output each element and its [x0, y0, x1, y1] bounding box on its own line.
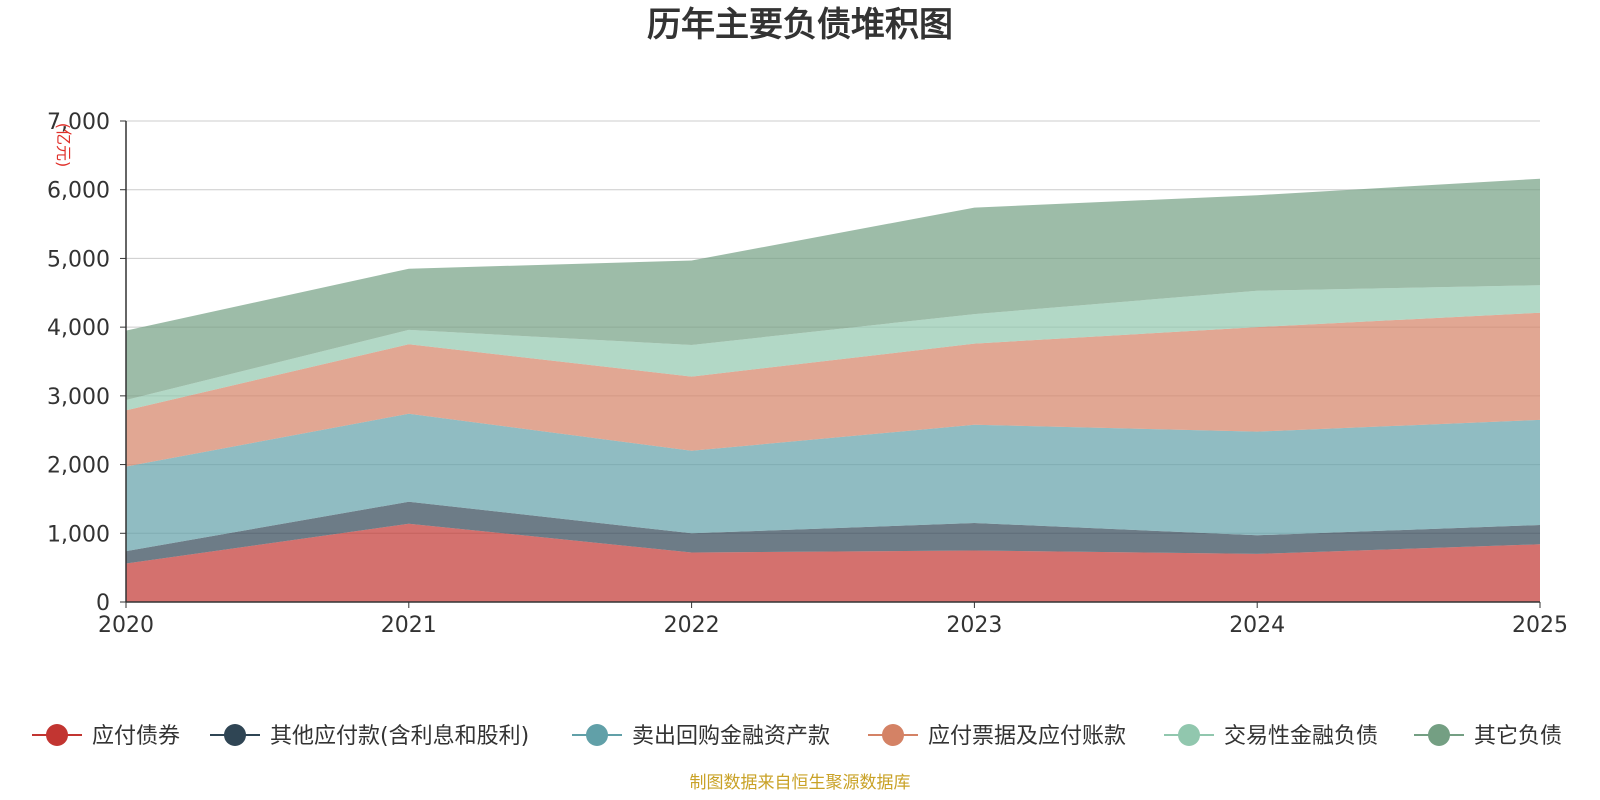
area-series-2: [126, 501, 1540, 564]
y-tick-label: 2,000: [47, 454, 110, 479]
legend-marker: [46, 724, 68, 746]
legend-label: 其它负债: [1474, 724, 1562, 749]
area-series-6: [126, 178, 1540, 400]
source-note: 制图数据来自恒生聚源数据库: [690, 773, 911, 793]
area-series-1: [126, 523, 1540, 602]
legend-marker: [1428, 724, 1450, 746]
legend-item-6[interactable]: 其它负债: [1414, 724, 1562, 749]
legend-label: 其他应付款(含利息和股利): [270, 724, 529, 749]
legend-item-1[interactable]: 应付债券: [32, 724, 180, 749]
x-tick-label: 2024: [1229, 613, 1285, 638]
legend-label: 卖出回购金融资产款: [632, 724, 830, 749]
y-tick-label: 6,000: [47, 179, 110, 204]
y-tick-label: 0: [96, 591, 110, 616]
area-series-4: [126, 312, 1540, 467]
axes: [125, 121, 1540, 603]
area-series: [126, 178, 1540, 602]
y-tick-label: 5,000: [47, 247, 110, 272]
y-tick-label: 7,000: [47, 110, 110, 135]
y-axis-ticks: 0 1,000 2,000 3,000 4,000 5,000 6,000 7,000: [47, 110, 126, 616]
x-tick-label: 2022: [664, 613, 720, 638]
y-tick-label: 1,000: [47, 522, 110, 547]
area-series-5: [126, 285, 1540, 411]
x-axis-ticks: 2020 2021 2022 2023 2024 2025: [98, 602, 1568, 638]
chart-title: 历年主要负债堆积图: [647, 5, 953, 45]
legend-label: 应付票据及应付账款: [928, 724, 1126, 749]
x-tick-label: 2025: [1512, 613, 1568, 638]
legend-marker: [882, 724, 904, 746]
legend-marker: [1178, 724, 1200, 746]
y-tick-label: 3,000: [47, 385, 110, 410]
x-tick-label: 2021: [381, 613, 437, 638]
y-axis-unit-label: (亿元): [54, 123, 73, 168]
area-series-3: [126, 413, 1540, 552]
x-tick-label: 2020: [98, 613, 154, 638]
legend-marker: [586, 724, 608, 746]
legend-item-2[interactable]: 其他应付款(含利息和股利): [210, 724, 529, 749]
x-tick-label: 2023: [946, 613, 1002, 638]
legend-marker: [224, 724, 246, 746]
y-tick-label: 4,000: [47, 316, 110, 341]
legend-item-3[interactable]: 卖出回购金融资产款: [572, 724, 830, 749]
legend-label: 交易性金融负债: [1224, 724, 1378, 749]
legend-item-4[interactable]: 应付票据及应付账款: [868, 724, 1126, 749]
legend-label: 应付债券: [92, 724, 180, 749]
legend: 应付债券 其他应付款(含利息和股利) 卖出回购金融资产款 应付票据及应付账款 交易性金融…: [32, 724, 1562, 749]
legend-item-5[interactable]: 交易性金融负债: [1164, 724, 1378, 749]
